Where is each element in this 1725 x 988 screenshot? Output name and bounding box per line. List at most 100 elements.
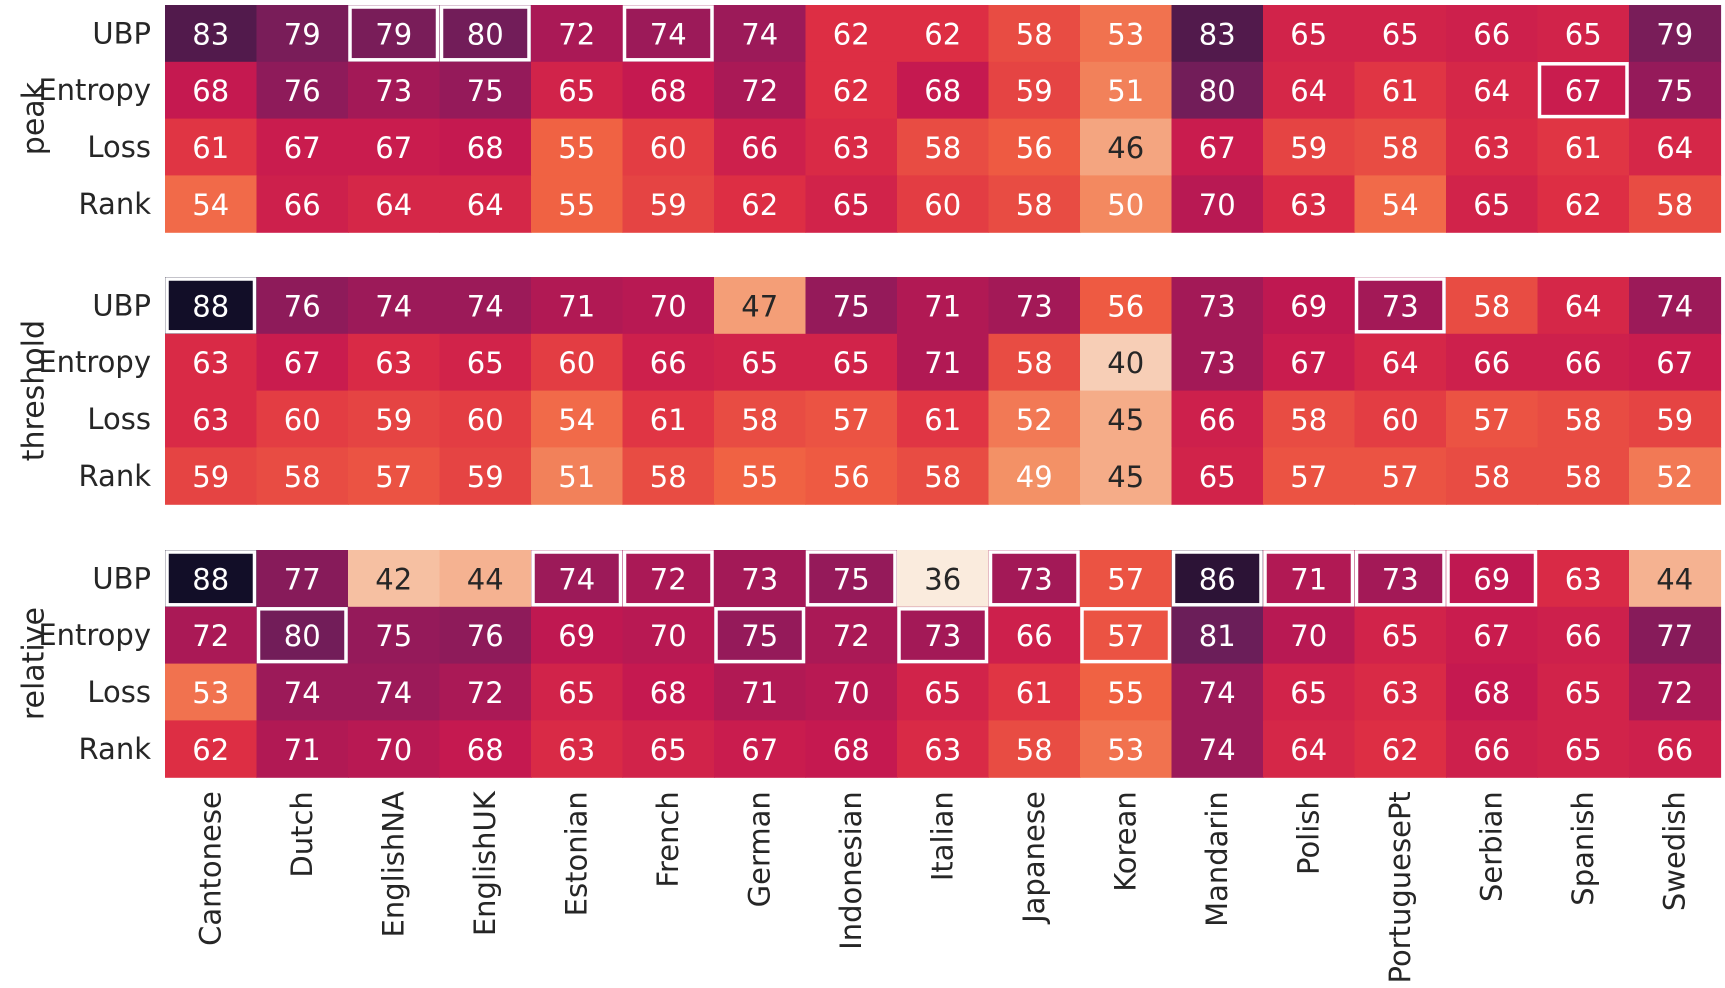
cell-value: 67 xyxy=(284,131,321,165)
heatmap-cell xyxy=(714,118,807,176)
cell-value: 77 xyxy=(284,562,321,596)
heatmap-cell xyxy=(622,720,715,778)
heatmap-cell xyxy=(439,118,532,176)
cell-value: 59 xyxy=(375,403,412,437)
cell-value: 63 xyxy=(1473,131,1510,165)
cell-value: 68 xyxy=(833,733,870,767)
heatmap-cell xyxy=(165,390,258,448)
heatmap-cell xyxy=(1263,720,1356,778)
heatmap-cell xyxy=(165,118,258,176)
heatmap-cell xyxy=(897,333,990,392)
cell-value: 66 xyxy=(1656,733,1693,767)
cell-value: 72 xyxy=(558,17,595,51)
cell-value: 67 xyxy=(284,346,321,380)
cell-value: 64 xyxy=(1290,733,1327,767)
heatmap-cell xyxy=(531,720,624,778)
cell-value: 45 xyxy=(1107,403,1144,437)
highlight-border xyxy=(348,5,440,62)
cell-value: 51 xyxy=(558,460,595,494)
heatmap-cell xyxy=(1446,550,1539,608)
heatmap-cell xyxy=(805,550,898,608)
cell-value: 70 xyxy=(650,619,687,653)
heatmap-cell xyxy=(531,663,624,721)
heatmap-cell xyxy=(1171,175,1264,233)
heatmap-cell xyxy=(348,333,441,392)
heatmap-cell xyxy=(1446,61,1539,120)
cell-value: 86 xyxy=(1199,562,1236,596)
cell-value: 74 xyxy=(375,676,412,710)
cell-value: 61 xyxy=(1016,676,1053,710)
heatmap-cell xyxy=(1629,277,1722,335)
cell-value: 69 xyxy=(558,619,595,653)
heatmap-cell xyxy=(439,447,532,505)
heatmap-cell xyxy=(256,277,349,335)
cell-value: 54 xyxy=(558,403,595,437)
cell-value: 65 xyxy=(833,188,870,222)
cell-value: 72 xyxy=(741,74,778,108)
group-label-relative: relative xyxy=(17,607,52,720)
cell-value: 67 xyxy=(1290,346,1327,380)
heatmap-cell xyxy=(988,390,1081,448)
cell-value: 61 xyxy=(924,403,961,437)
heatmap-cell xyxy=(988,606,1081,665)
heatmap-cell xyxy=(165,663,258,721)
cell-value: 63 xyxy=(924,733,961,767)
cell-value: 80 xyxy=(1199,74,1236,108)
row-label-loss: Loss xyxy=(87,675,151,709)
cell-value: 65 xyxy=(741,346,778,380)
row-label-loss: Loss xyxy=(87,130,151,164)
cell-value: 64 xyxy=(467,188,504,222)
cell-value: 62 xyxy=(924,17,961,51)
heatmap-cell xyxy=(256,390,349,448)
highlight-border xyxy=(622,550,714,607)
heatmap-cell xyxy=(897,61,990,120)
heatmap-cell xyxy=(1629,333,1722,392)
cell-value: 59 xyxy=(192,460,229,494)
heatmap-cell xyxy=(1537,447,1630,505)
heatmap-cell xyxy=(1080,5,1173,63)
cell-value: 65 xyxy=(1565,17,1602,51)
heatmap-cell xyxy=(1171,663,1264,721)
cell-value: 81 xyxy=(1199,619,1236,653)
x-tick-label: Spanish xyxy=(1566,791,1600,906)
x-tick-label: Serbian xyxy=(1475,791,1509,902)
cell-value: 72 xyxy=(192,619,229,653)
heatmap-cell xyxy=(1537,277,1630,335)
x-tick-label: French xyxy=(651,791,685,887)
cell-value: 68 xyxy=(467,131,504,165)
heatmap-cell xyxy=(1446,447,1539,505)
heatmap-cell xyxy=(165,175,258,233)
heatmap-cell xyxy=(622,447,715,505)
cell-value: 50 xyxy=(1107,188,1144,222)
heatmap-cell xyxy=(439,390,532,448)
heatmap-cell xyxy=(1446,277,1539,335)
cell-value: 74 xyxy=(284,676,321,710)
cell-value: 88 xyxy=(192,562,229,596)
heatmap-cell xyxy=(1080,390,1173,448)
x-tick-label: EnglishUK xyxy=(468,790,502,936)
highlight-border xyxy=(531,550,623,607)
highlight-border xyxy=(805,550,897,607)
heatmap-cell xyxy=(1537,606,1630,665)
cell-value: 76 xyxy=(284,289,321,323)
cell-value: 74 xyxy=(375,289,412,323)
cell-value: 72 xyxy=(650,562,687,596)
x-tick-label: Dutch xyxy=(285,791,319,877)
heatmap-cell xyxy=(988,333,1081,392)
heatmap-cell xyxy=(165,447,258,505)
heatmap-cell xyxy=(897,550,990,608)
cell-value: 59 xyxy=(1016,74,1053,108)
row-label-rank: Rank xyxy=(79,459,152,493)
heatmap-cell xyxy=(1171,118,1264,176)
heatmap-cell xyxy=(1080,61,1173,120)
heatmap-cell xyxy=(1080,550,1173,608)
heatmap-cell xyxy=(531,550,624,608)
heatmap-cell xyxy=(256,175,349,233)
cell-value: 74 xyxy=(1199,676,1236,710)
heatmap-cell xyxy=(256,447,349,505)
heatmap-cell xyxy=(256,61,349,120)
heatmap-cell xyxy=(165,333,258,392)
heatmap-cell xyxy=(348,550,441,608)
cell-value: 58 xyxy=(924,131,961,165)
heatmap-cell xyxy=(1354,720,1447,778)
